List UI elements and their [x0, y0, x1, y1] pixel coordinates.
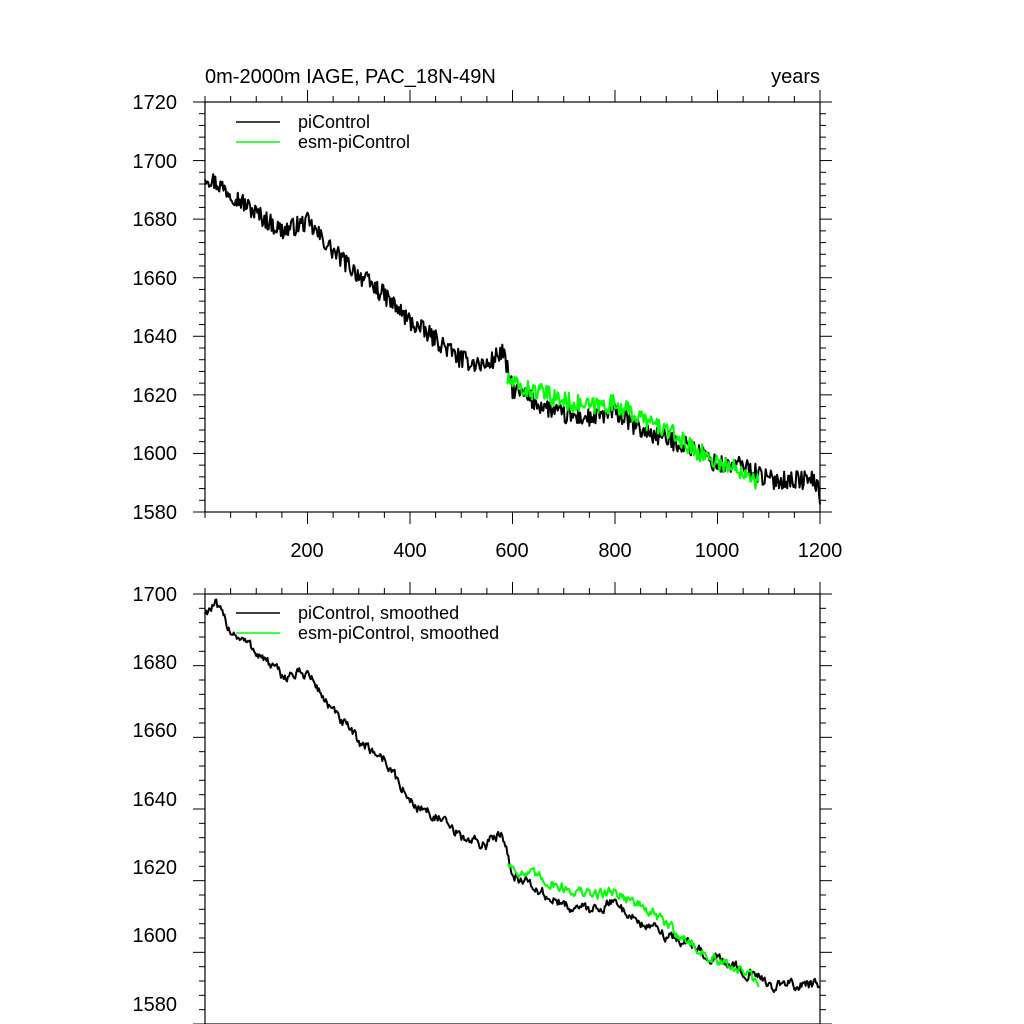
y-tick-label: 1620 [133, 385, 178, 407]
units-label: years [771, 66, 820, 88]
y-tick-label: 1660 [133, 720, 178, 742]
x-tick-label: 400 [393, 540, 426, 562]
y-tick-label: 1600 [133, 443, 178, 465]
bottom-plot-lines [204, 598, 821, 994]
legend-label-esm-picontrol: esm-piControl [298, 132, 410, 152]
y-tick-label: 1700 [133, 151, 178, 173]
y-tick-label: 1680 [133, 209, 178, 231]
bottom-legend: piControl, smoothed esm-piControl, smoot… [236, 603, 499, 643]
esm-picontrol-smoothed-line [507, 863, 760, 988]
picontrol-line [204, 173, 821, 505]
panel-title: 0m-2000m IAGE, PAC_18N-49N [205, 66, 496, 88]
top-plot-lines [204, 173, 821, 505]
x-tick-label: 1000 [695, 540, 740, 562]
y-tick-label: 1700 [133, 584, 178, 606]
y-tick-label: 1580 [133, 994, 178, 1016]
bottom-panel: 1580 1600 1620 1640 1660 1680 1700 piCon… [133, 582, 832, 1024]
y-tick-label: 1640 [133, 789, 178, 811]
bottom-major-ticks [193, 582, 832, 1024]
y-tick-label: 1660 [133, 268, 178, 290]
top-plot-frame [204, 101, 821, 513]
y-tick-label: 1640 [133, 326, 178, 348]
y-tick-label: 1580 [133, 502, 178, 524]
legend-label-picontrol-smoothed: piControl, smoothed [298, 603, 459, 623]
legend-label-picontrol: piControl [298, 112, 370, 132]
bottom-minor-ticks [199, 588, 826, 1011]
x-tick-label: 600 [495, 540, 528, 562]
top-panel: 0m-2000m IAGE, PAC_18N-49N years 1580 16… [133, 66, 843, 562]
y-tick-label: 1600 [133, 925, 178, 947]
legend-label-esm-picontrol-smoothed: esm-piControl, smoothed [298, 623, 499, 643]
bottom-plot-frame [204, 593, 821, 1024]
esm-picontrol-line [506, 372, 760, 490]
x-tick-label: 800 [598, 540, 631, 562]
top-legend: piControl esm-piControl [236, 112, 410, 152]
x-tick-label: 200 [290, 540, 323, 562]
top-minor-ticks [199, 96, 826, 518]
top-major-ticks [193, 90, 832, 524]
picontrol-smoothed-line [204, 598, 821, 994]
x-tick-label: 1200 [798, 540, 843, 562]
y-tick-label: 1620 [133, 857, 178, 879]
y-tick-label: 1720 [133, 92, 178, 114]
y-tick-label: 1680 [133, 652, 178, 674]
